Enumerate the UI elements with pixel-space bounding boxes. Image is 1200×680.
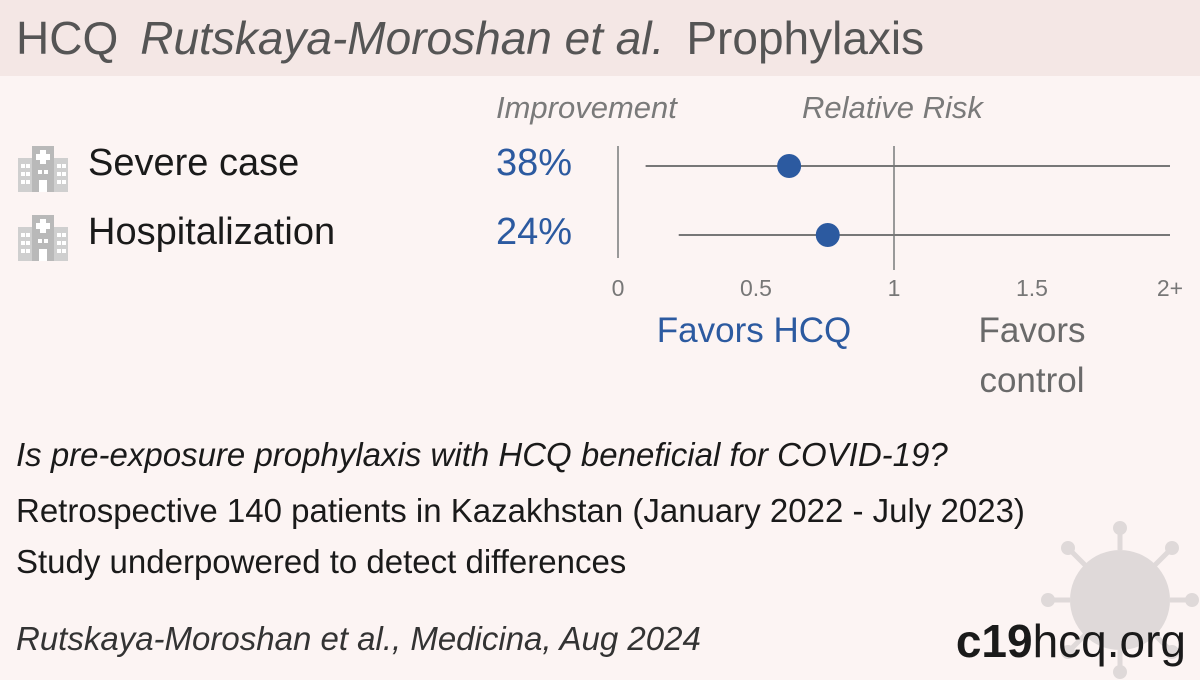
favors-control-label: Favors control — [978, 311, 1086, 400]
row-label-hospitalization: Hospitalization — [88, 211, 336, 253]
title-type: Prophylaxis — [686, 12, 925, 64]
title-drug: HCQ — [16, 12, 119, 64]
row-label-severe-case: Severe case — [88, 142, 300, 184]
tick-label: 1 — [888, 275, 901, 301]
favors-hcq-label: Favors HCQ — [656, 311, 852, 350]
improvement-severe-case: 38% — [496, 142, 573, 184]
relative-risk-column-header: Relative Risk — [802, 90, 983, 125]
estimate-point-0 — [777, 154, 802, 178]
brand-rest: hcq.org — [1032, 615, 1186, 667]
page-title: HCQ Rutskaya-Moroshan et al. Prophylaxis — [16, 8, 924, 68]
tick-label: 0 — [612, 275, 625, 301]
site-brand: c19hcq.org — [956, 614, 1186, 668]
study-design: Retrospective 140 patients in Kazakhstan… — [16, 492, 1025, 529]
tick-label: 2+ — [1157, 275, 1183, 301]
virus-icon — [1041, 521, 1199, 679]
study-question: Is pre-exposure prophylaxis with HCQ ben… — [16, 436, 948, 473]
forest-plot: 0 0.5 1 1.5 2+ — [612, 146, 1183, 301]
citation: Rutskaya-Moroshan et al., Medicina, Aug … — [16, 620, 701, 657]
hospital-icon — [18, 215, 68, 261]
study-note: Study underpowered to detect differences — [16, 543, 627, 580]
header-bar: HCQ Rutskaya-Moroshan et al. Prophylaxis — [0, 0, 1200, 76]
tick-label: 1.5 — [1016, 275, 1048, 301]
hospital-icon — [18, 146, 68, 192]
tick-label: 0.5 — [740, 275, 772, 301]
improvement-hospitalization: 24% — [496, 211, 573, 253]
improvement-column-header: Improvement — [496, 90, 677, 125]
title-study: Rutskaya-Moroshan et al. — [140, 12, 665, 64]
brand-bold: c19 — [955, 615, 1033, 667]
estimate-point-1 — [815, 223, 840, 247]
